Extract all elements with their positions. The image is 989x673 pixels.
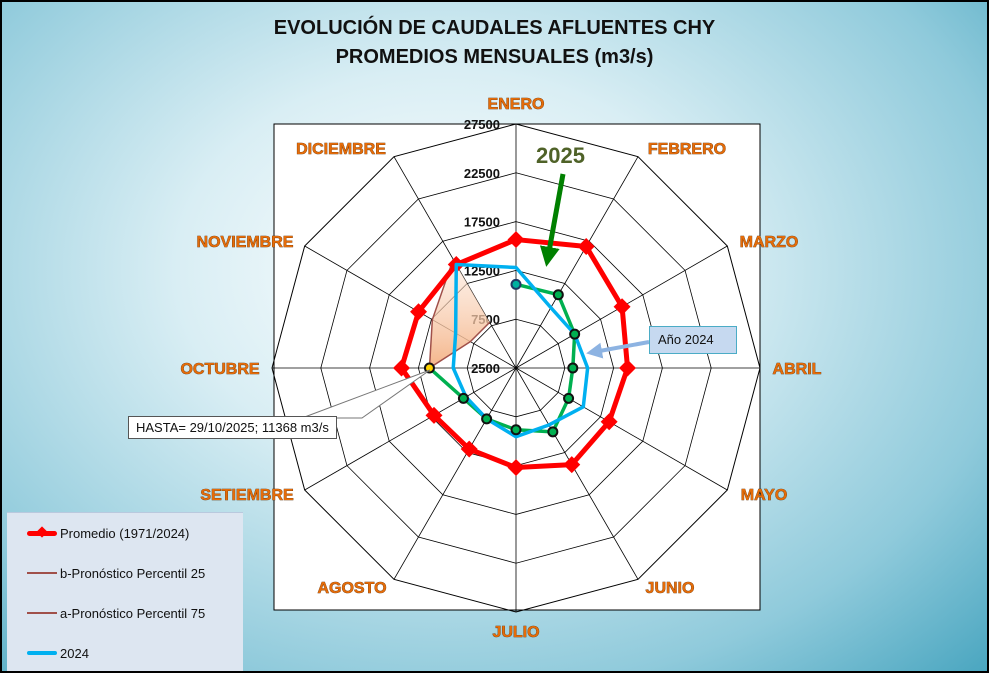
legend-label: a-Pronóstico Percentil 75 — [60, 605, 206, 621]
month-label: JUNIO — [646, 580, 695, 597]
legend-label: b-Pronóstico Percentil 25 — [60, 565, 206, 581]
arrow-2025-icon — [539, 173, 566, 267]
legend-item-2024: 2024 — [27, 643, 89, 663]
2025-point — [552, 289, 564, 301]
grid-spoke — [304, 245, 517, 369]
2025-point — [563, 392, 575, 404]
month-label: ENERO — [488, 96, 545, 113]
promedio-point — [619, 359, 637, 377]
tick-label: 17500 — [464, 215, 500, 230]
legend-swatch-line-icon — [27, 612, 57, 614]
legend-swatch-diamond-icon — [27, 525, 57, 538]
series-p25-line — [429, 321, 491, 369]
legend-item-p25: b-Pronóstico Percentil 25 — [27, 563, 205, 583]
promedio-point — [393, 359, 411, 377]
tick-label: 22500 — [464, 166, 500, 181]
month-label: OCTUBRE — [180, 361, 259, 378]
month-label: FEBRERO — [648, 141, 726, 158]
promedio-point — [425, 406, 443, 424]
month-label: DICIEMBRE — [296, 141, 386, 158]
promedio-point — [613, 298, 631, 316]
month-label: AGOSTO — [317, 580, 386, 597]
annotation-2024-callout: Año 2024 — [649, 326, 737, 354]
month-label: MARZO — [740, 234, 799, 251]
month-label: JULIO — [492, 624, 539, 641]
legend: Promedio (1971/2024) b-Pronóstico Percen… — [7, 512, 243, 671]
promedio-point — [563, 456, 581, 474]
title-line-1: EVOLUCIÓN DE CAUDALES AFLUENTES CHY — [273, 17, 716, 39]
promedio-point — [600, 413, 618, 431]
tick-label: 2500 — [471, 361, 500, 376]
annotation-2025: 2025 — [536, 143, 585, 168]
title-line-2: PROMEDIOS MENSUALES (m3/s) — [335, 46, 654, 68]
2025-point — [510, 424, 522, 436]
tick-label: 27500 — [464, 117, 500, 132]
month-label: SETIEMBRE — [200, 487, 294, 504]
promedio-point — [507, 459, 525, 477]
legend-item-p75: a-Pronóstico Percentil 75 — [27, 603, 205, 623]
2025-point — [481, 413, 493, 425]
annotation-hasta-callout: HASTA= 29/10/2025; 11368 m3/s — [128, 416, 337, 439]
2025-point — [510, 278, 522, 290]
2025-point — [423, 362, 435, 374]
legend-swatch-line-icon — [27, 651, 57, 655]
chart-title: EVOLUCIÓN DE CAUDALES AFLUENTES CHY PROM… — [2, 14, 987, 72]
2025-point — [457, 392, 469, 404]
promedio-point — [577, 237, 595, 255]
grid-spoke — [304, 367, 517, 491]
2025-point — [569, 328, 581, 340]
promedio-point — [507, 231, 525, 249]
2025-point — [547, 426, 559, 438]
legend-label: Promedio (1971/2024) — [60, 525, 190, 541]
2025-point — [567, 362, 579, 374]
grid-spoke — [515, 367, 728, 491]
promedio-point — [460, 440, 478, 458]
promedio-point — [410, 303, 428, 321]
grid-spoke — [515, 367, 639, 580]
arrow-2024-icon — [586, 340, 650, 359]
month-label: NOVIEMBRE — [197, 234, 294, 251]
grid-spoke — [515, 156, 639, 369]
month-label: MAYO — [741, 487, 788, 504]
grid-spoke — [393, 367, 517, 580]
legend-item-promedio: Promedio (1971/2024) — [27, 523, 189, 543]
legend-swatch-line-icon — [27, 572, 57, 574]
legend-label: 2024 — [60, 645, 89, 661]
month-label: ABRIL — [773, 361, 822, 378]
